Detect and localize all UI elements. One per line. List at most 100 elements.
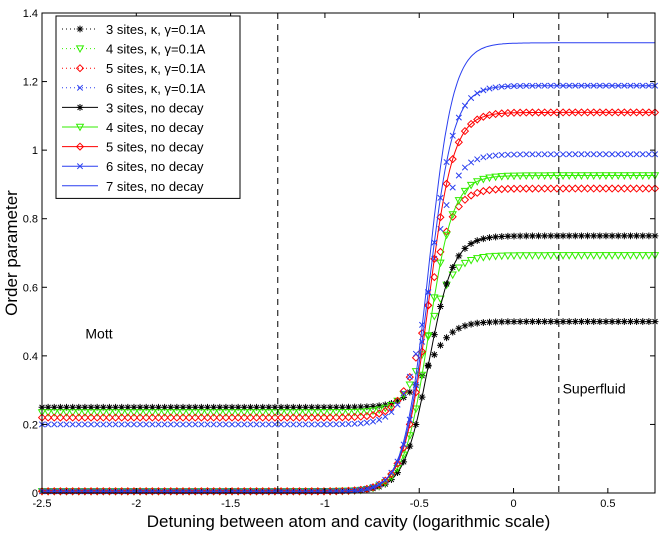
data-point [301,409,310,417]
data-point [117,409,126,417]
data-point [595,252,605,260]
data-point [596,232,604,240]
data-point [289,413,298,422]
data-point [154,487,163,496]
data-point [528,252,537,260]
data-point [111,413,120,422]
data-point [571,252,580,260]
data-point [522,108,531,117]
data-point [559,318,567,325]
data-point [523,151,530,158]
data-point [430,351,438,359]
data-point [584,232,591,240]
data-point [289,487,298,496]
data-point [369,418,377,425]
data-point [277,403,285,411]
plot-frame: -2.5 -2 -1.5 -1 -0.5 0 0.5 0 0.2 0.4 0.6 0.8 1 1.2 1.4… [23,8,656,510]
data-point [583,172,592,180]
data-point [627,82,634,89]
data-point [480,154,487,161]
data-point [173,421,180,428]
data-point [135,487,145,496]
data-point [522,172,531,181]
data-point [443,158,450,166]
axes-box [41,12,656,494]
data-point [149,421,156,428]
data-point [535,318,542,325]
data-point [204,403,211,411]
data-point [448,155,457,164]
data-point [534,108,543,117]
data-point [106,403,113,411]
data-point [455,114,462,121]
data-point [460,259,470,268]
data-point [509,252,519,260]
data-point [497,252,506,261]
data-point [479,187,488,196]
data-point [227,413,237,422]
data-point [583,252,592,260]
data-point [448,211,457,219]
data-point [191,413,200,422]
data-point [350,408,359,417]
data-point [179,421,187,428]
data-point [118,403,126,411]
data-point [535,232,542,240]
data-point [142,413,151,422]
data-point [394,397,401,405]
data-point [69,403,77,411]
data-point [57,421,64,428]
data-point [558,172,568,180]
data-point [504,151,511,158]
data-point [265,403,273,411]
data-point [399,387,408,396]
data-point [607,172,617,180]
data-point [234,487,243,496]
data-point [472,178,482,186]
data-point [313,487,322,496]
data-point [259,421,266,428]
data-point [552,172,562,180]
data-point [534,252,543,260]
legend-marker [75,45,85,54]
data-point [639,82,646,89]
data-point [607,184,617,193]
data-point [284,421,291,428]
data-point [283,487,292,496]
data-point [394,401,401,408]
data-point [607,108,617,117]
data-point [203,487,212,496]
data-point [37,487,47,496]
data-point [289,403,297,411]
data-point [466,191,476,200]
data-point [387,469,396,479]
data-point [270,413,280,422]
data-point [546,108,555,117]
data-point [529,318,536,325]
data-point [627,232,634,240]
legend-label: 7 sites, no decay [106,179,204,194]
data-point [197,487,206,496]
data-point [210,421,217,428]
data-point [240,409,249,417]
data-point [509,184,519,193]
data-point [51,421,58,428]
data-point [56,409,65,417]
legend-entry: 3 sites, no decay [62,100,204,115]
data-point [468,159,475,166]
data-point [601,172,611,180]
data-point [142,403,150,411]
data-point [455,172,462,179]
data-point [522,318,530,326]
data-point [301,487,310,496]
data-point [234,413,243,422]
data-point [504,83,511,90]
legend-marker [76,163,84,170]
series-5 [38,232,659,495]
data-point [558,252,568,260]
y-tick-label: 0.8 [23,214,38,226]
data-point [491,185,500,194]
data-point [338,413,347,422]
data-point [417,371,427,380]
data-point [473,319,481,327]
